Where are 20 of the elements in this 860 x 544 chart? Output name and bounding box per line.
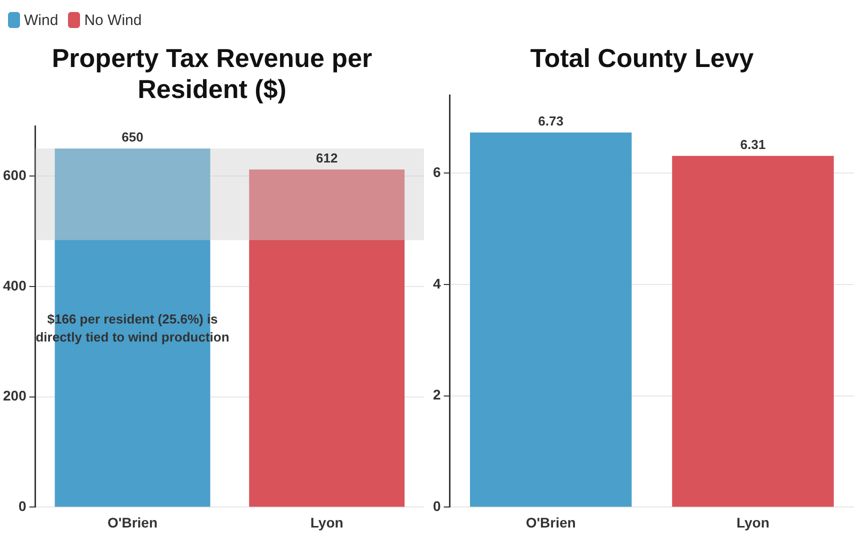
x-tick-label: Lyon xyxy=(736,514,770,530)
data-label: 650 xyxy=(122,130,144,145)
y-tick-label: 0 xyxy=(432,498,441,514)
y-tick-label: 4 xyxy=(432,275,441,292)
x-tick-label: O'Brien xyxy=(526,514,576,530)
data-label: 6.73 xyxy=(538,114,564,129)
y-tick-label: 2 xyxy=(432,386,441,403)
y-tick-label: 400 xyxy=(3,277,27,294)
data-label: 612 xyxy=(316,150,338,166)
x-tick-label: O'Brien xyxy=(108,514,158,530)
legend-label: Wind xyxy=(24,12,58,28)
y-tick-label: 200 xyxy=(3,388,27,404)
chart-title: Property Tax Revenue per Resident ($) xyxy=(52,42,372,104)
x-tick-label: Lyon xyxy=(310,514,344,530)
legend-label: No Wind xyxy=(84,12,142,28)
data-label: 6.31 xyxy=(740,136,766,152)
y-tick-label: 0 xyxy=(18,498,27,514)
chart-title: Total County Levy xyxy=(530,42,754,73)
y-tick-label: 6 xyxy=(432,164,441,180)
y-tick-label: 600 xyxy=(3,166,27,183)
